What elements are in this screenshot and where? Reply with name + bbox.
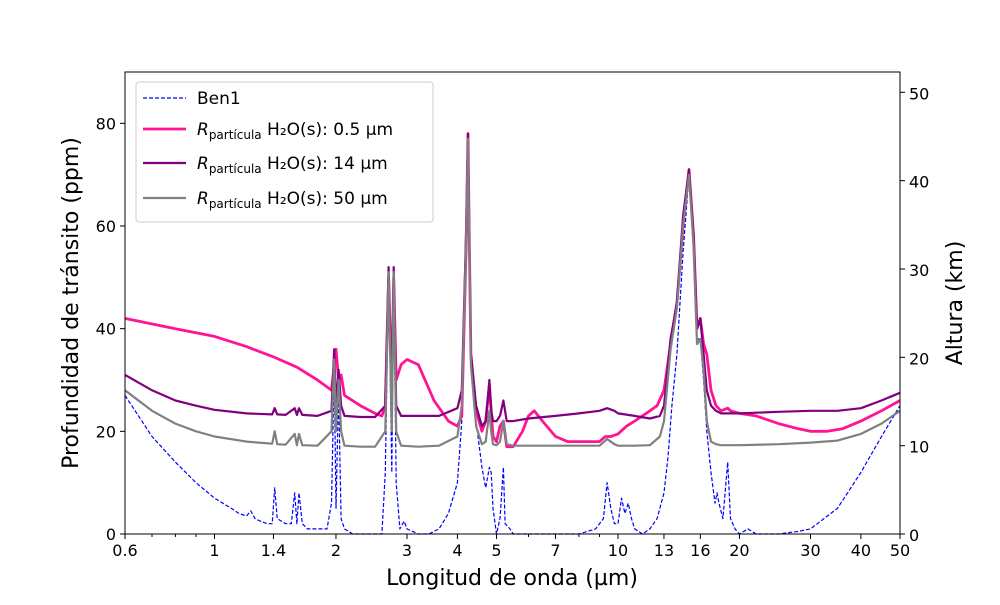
plot-frame bbox=[124, 71, 901, 535]
x-tick-label: 50 bbox=[890, 541, 910, 560]
y2-tick-label: 40 bbox=[909, 173, 929, 192]
x-tick-label: 40 bbox=[851, 541, 871, 560]
legend-box bbox=[135, 81, 434, 223]
legend-label: Ben1 bbox=[197, 89, 241, 109]
x-tick-label: 2 bbox=[331, 541, 341, 560]
x-tick-label: 13 bbox=[654, 541, 674, 560]
y2-tick-label: 30 bbox=[909, 261, 929, 280]
y-tick-label: 60 bbox=[96, 217, 116, 236]
x-tick-label: 0.6 bbox=[112, 541, 137, 560]
series-line-2 bbox=[124, 132, 901, 428]
legend-label: Rpartícula H₂O(s): 14 µm bbox=[197, 154, 388, 176]
x-axis-label: Longitud de onda (µm) bbox=[386, 566, 638, 591]
legend: Ben1 Rpartícula H₂O(s): 0.5 µm Rpartícula … bbox=[135, 81, 434, 223]
legend-label: Rpartícula H₂O(s): 50 µm bbox=[197, 189, 388, 211]
y2-tick-label: 50 bbox=[909, 84, 929, 103]
x-tick-label: 1 bbox=[209, 541, 219, 560]
x-tick-label: 20 bbox=[729, 541, 749, 560]
legend-items: Ben1 Rpartícula H₂O(s): 0.5 µm Rpartícula … bbox=[143, 89, 393, 211]
y-axis-label: Profundidad de tránsito (ppm) bbox=[59, 137, 84, 469]
y-tick-label: 40 bbox=[96, 320, 116, 339]
y2-axis-label: Altura (km) bbox=[943, 241, 968, 366]
x-tick-label: 10 bbox=[608, 541, 628, 560]
x-tick-label: 30 bbox=[800, 541, 820, 560]
legend-label: Rpartícula H₂O(s): 0.5 µm bbox=[197, 120, 393, 142]
y2-tick-label: 10 bbox=[909, 438, 929, 457]
series-line-0 bbox=[124, 138, 901, 535]
y-tick-label: 0 bbox=[106, 525, 116, 544]
y-tick-label: 80 bbox=[96, 114, 116, 133]
y2-tick-label: 20 bbox=[909, 349, 929, 368]
x-tick-label: 5 bbox=[491, 541, 501, 560]
ticks-layer: 0.6 1 1.4 2 3 4 5 7 10 13 16 20 30 40 5002040608001020… bbox=[96, 84, 930, 560]
y2-tick-label: 0 bbox=[909, 526, 919, 545]
series-line-3 bbox=[124, 137, 901, 448]
x-tick-label: 4 bbox=[452, 541, 462, 560]
series-layer bbox=[124, 132, 901, 535]
x-tick-label: 16 bbox=[690, 541, 710, 560]
x-tick-label: 1.4 bbox=[261, 541, 286, 560]
x-tick-label: 3 bbox=[402, 541, 412, 560]
y-tick-label: 20 bbox=[96, 422, 116, 441]
x-tick-label: 7 bbox=[550, 541, 560, 560]
